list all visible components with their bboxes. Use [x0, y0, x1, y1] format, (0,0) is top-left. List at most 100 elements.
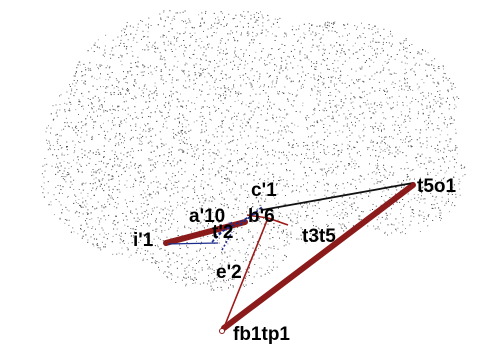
- cloud-point: [191, 102, 193, 104]
- cloud-point: [349, 116, 351, 118]
- cloud-point: [64, 125, 66, 127]
- cloud-point: [166, 183, 168, 185]
- cloud-point: [267, 101, 268, 103]
- cloud-point: [176, 38, 177, 40]
- cloud-point: [389, 171, 391, 173]
- cloud-point: [271, 140, 273, 142]
- cloud-point: [74, 147, 76, 148]
- cloud-point: [339, 214, 341, 216]
- cloud-point: [199, 89, 201, 91]
- cloud-point: [149, 129, 151, 131]
- cloud-point: [216, 277, 218, 279]
- cloud-point: [242, 172, 244, 174]
- cloud-point: [420, 163, 422, 164]
- cloud-point: [319, 92, 321, 94]
- cloud-point: [231, 129, 233, 131]
- cloud-point: [378, 216, 380, 218]
- cloud-point: [379, 125, 381, 127]
- cloud-point: [192, 221, 194, 223]
- cloud-point: [419, 166, 421, 168]
- cloud-point: [265, 163, 267, 165]
- cloud-point: [59, 109, 61, 111]
- cloud-point: [439, 217, 441, 218]
- cloud-point: [146, 44, 148, 46]
- cloud-point: [361, 175, 363, 177]
- cloud-point: [443, 72, 445, 74]
- cloud-point: [338, 223, 340, 225]
- cloud-point: [212, 196, 213, 198]
- cloud-point: [144, 253, 146, 255]
- cloud-point: [172, 252, 174, 254]
- cloud-point: [57, 185, 59, 186]
- cloud-point: [172, 17, 174, 19]
- cloud-point: [320, 239, 322, 240]
- cloud-point: [92, 243, 94, 245]
- cloud-point: [358, 166, 360, 168]
- cloud-point: [399, 130, 401, 131]
- cloud-point: [352, 101, 354, 103]
- cloud-point: [127, 39, 129, 41]
- cloud-point: [439, 165, 441, 167]
- cloud-point: [135, 65, 137, 67]
- cloud-point: [295, 29, 297, 31]
- cloud-point: [95, 172, 97, 174]
- cloud-point: [62, 186, 64, 188]
- cloud-point: [265, 29, 267, 31]
- cloud-point: [257, 154, 258, 156]
- cloud-point: [313, 74, 315, 76]
- cloud-point: [188, 74, 190, 76]
- cloud-point: [383, 190, 385, 192]
- cloud-point: [52, 105, 54, 107]
- cloud-point: [249, 125, 251, 127]
- cloud-point: [276, 184, 277, 186]
- cloud-point: [150, 164, 152, 166]
- cloud-point: [347, 34, 348, 36]
- cloud-point: [218, 21, 220, 23]
- cloud-point: [154, 162, 156, 164]
- cloud-point: [215, 32, 217, 34]
- cloud-point: [405, 121, 407, 122]
- cloud-point: [195, 39, 197, 41]
- cloud-point: [358, 151, 360, 152]
- cloud-point: [170, 237, 172, 239]
- cloud-point: [354, 83, 356, 85]
- cloud-point: [98, 223, 100, 225]
- cloud-point: [311, 169, 313, 171]
- cloud-point: [380, 142, 382, 144]
- cloud-point: [54, 149, 56, 151]
- cloud-point: [333, 83, 335, 85]
- cloud-point: [317, 86, 319, 88]
- cloud-point: [221, 112, 223, 114]
- cloud-point: [356, 28, 357, 30]
- cloud-point: [447, 79, 449, 81]
- cloud-point: [440, 150, 441, 152]
- cloud-point: [196, 58, 198, 59]
- cloud-point: [238, 64, 240, 66]
- cloud-point: [440, 102, 442, 104]
- cloud-point: [190, 276, 191, 278]
- cloud-point: [188, 259, 190, 261]
- cloud-point: [113, 206, 115, 208]
- cloud-point: [351, 161, 353, 163]
- cloud-point: [141, 38, 142, 40]
- cloud-point: [327, 146, 329, 148]
- cloud-point: [369, 65, 371, 67]
- cloud-point: [321, 236, 323, 238]
- cloud-point: [459, 188, 461, 190]
- cloud-point: [322, 34, 324, 36]
- cloud-point: [201, 115, 203, 117]
- cloud-point: [126, 186, 128, 188]
- cloud-point: [433, 82, 435, 84]
- cloud-point: [108, 163, 109, 164]
- cloud-point: [335, 111, 337, 113]
- cloud-point: [268, 76, 270, 78]
- cloud-point: [237, 69, 239, 70]
- cloud-point: [160, 208, 162, 210]
- cloud-point: [417, 111, 419, 113]
- cloud-point: [256, 33, 258, 35]
- cloud-point: [375, 173, 377, 175]
- cloud-point: [177, 255, 179, 257]
- cloud-point: [250, 84, 252, 86]
- cloud-point: [301, 238, 302, 240]
- cloud-point: [302, 178, 304, 180]
